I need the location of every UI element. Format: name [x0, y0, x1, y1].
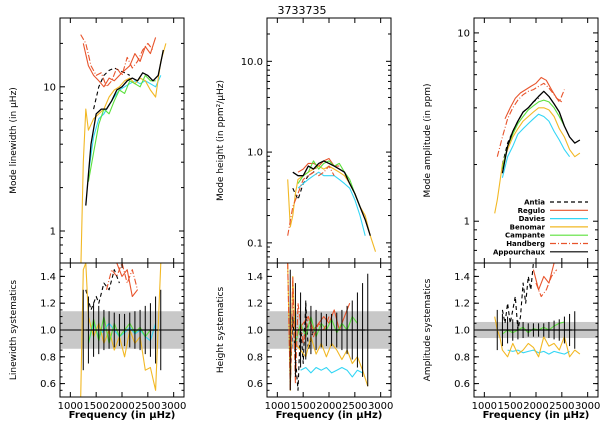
x-axis-label: Frequency (in μHz) — [69, 410, 176, 421]
legend-label-benomar: Benomar — [510, 223, 546, 231]
series-campante — [501, 99, 565, 169]
series-appourchaux — [501, 90, 581, 174]
y-tick-label: 1.4 — [247, 272, 263, 283]
x-tick-label: 2000 — [109, 401, 134, 412]
x-axis-label: Frequency (in μHz) — [276, 410, 383, 421]
y-tick-label: 1.2 — [454, 299, 470, 310]
y-tick-label: 10 — [43, 82, 56, 93]
y-axis-label: Linewidth systematics — [9, 280, 19, 380]
y-tick-label: 10.0 — [241, 57, 263, 68]
series-appourchaux — [292, 160, 371, 236]
plot-area — [80, 34, 167, 263]
series-antia — [501, 263, 534, 331]
legend-label-appourchaux: Appourchaux — [493, 248, 546, 256]
y-axis-label: Height systematics — [216, 287, 226, 374]
y-tick-label: 1.0 — [40, 326, 56, 337]
panel-top-middle: 0.1 1.0 10.0 Mode height (in ppm²/μHz) — [216, 17, 392, 264]
y-tick-label: 1.2 — [40, 299, 56, 310]
y-axis-label: Mode height (in ppm²/μHz) — [216, 80, 226, 201]
y-tick-label: 1 — [50, 227, 56, 238]
series-davies — [87, 75, 162, 174]
y-axis-label: Mode amplitude (in ppm) — [423, 83, 433, 197]
series-davies — [297, 171, 366, 236]
series-regulo — [82, 37, 157, 88]
y-tick-label: 1.2 — [247, 299, 263, 310]
plot-area — [287, 157, 377, 252]
y-tick-label: 1.4 — [40, 272, 56, 283]
x-tick-label: 2500 — [549, 401, 574, 412]
x-tick-label: 2500 — [135, 401, 160, 412]
panel-bottom-left: 0.6 0.8 1.0 1.2 1.4 1000 1500 2000 2500 3000Frequ… — [9, 262, 186, 421]
y-tick-label: 1.0 — [247, 326, 263, 337]
series-handberg — [287, 263, 330, 391]
series-antia — [292, 163, 320, 201]
plot-area — [494, 76, 581, 214]
x-tick-label: 2000 — [523, 401, 548, 412]
series-benomar — [80, 43, 167, 263]
x-tick-label: 1000 — [58, 401, 83, 412]
series-handberg — [287, 165, 335, 236]
series-campante — [297, 160, 361, 207]
y-axis-label: Amplitude systematics — [423, 278, 433, 381]
panel-frame — [266, 17, 392, 264]
y-tick-label: 0.6 — [247, 379, 263, 390]
figure-title: 3733735 — [278, 4, 327, 17]
x-tick-label: 2500 — [342, 401, 367, 412]
series-davies — [300, 366, 363, 378]
panel-bottom-right: 0.6 0.8 1.0 1.2 1.4 1000 1500 2000 2500 3000Frequ… — [423, 262, 600, 421]
x-tick-label: 1500 — [83, 401, 108, 412]
y-tick-label: 1 — [464, 217, 470, 228]
y-tick-label: 0.8 — [247, 352, 263, 363]
panel-top-left: 1 10 Mode linewidth (in μHz) — [9, 17, 185, 264]
y-tick-label: 10 — [457, 28, 470, 39]
y-tick-label: 1.0 — [454, 326, 470, 337]
series-regulo — [504, 76, 563, 120]
series-davies — [501, 113, 571, 178]
series-handberg — [496, 82, 565, 157]
plot-area — [267, 263, 391, 391]
series-antia — [85, 269, 120, 311]
panels: 1 10 Mode linewidth (in μHz) 0.1 1.0 10.0 Mode… — [9, 17, 600, 421]
legend: AntiaReguloDaviesBenomarCampanteHandberg… — [493, 199, 588, 256]
x-tick-label: 1000 — [265, 401, 290, 412]
panel-frame — [59, 17, 185, 264]
x-tick-label: 3000 — [575, 401, 600, 412]
y-tick-label: 0.8 — [454, 352, 470, 363]
x-tick-label: 3000 — [161, 401, 186, 412]
series-appourchaux — [85, 49, 164, 206]
x-tick-label: 3000 — [368, 401, 393, 412]
panel-bottom-middle: 0.6 0.8 1.0 1.2 1.4 1000 1500 2000 2500 3000Frequ… — [216, 262, 393, 421]
panel-top-right: 1 10 Mode amplitude (in ppm) — [423, 17, 599, 264]
x-axis-label: Frequency (in μHz) — [483, 410, 590, 421]
series-handberg — [105, 263, 139, 290]
series-regulo — [116, 263, 138, 298]
legend-label-regulo: Regulo — [518, 207, 546, 215]
y-tick-label: 0.1 — [247, 238, 263, 249]
series-davies — [507, 349, 570, 355]
y-tick-label: 1.4 — [454, 272, 470, 283]
series-handberg — [80, 34, 154, 88]
plot-area — [60, 263, 184, 397]
x-tick-label: 1500 — [497, 401, 522, 412]
y-tick-label: 1.0 — [247, 148, 263, 159]
plot-area — [474, 263, 598, 358]
y-tick-label: 0.8 — [40, 352, 56, 363]
x-tick-label: 2000 — [316, 401, 341, 412]
legend-label-handberg: Handberg — [506, 240, 545, 248]
y-axis-label: Mode linewidth (in μHz) — [9, 87, 19, 194]
legend-label-antia: Antia — [524, 199, 545, 207]
series-regulo — [532, 263, 555, 291]
x-tick-label: 1000 — [472, 401, 497, 412]
x-tick-label: 1500 — [290, 401, 315, 412]
series-antia — [93, 67, 131, 110]
legend-label-davies: Davies — [519, 215, 545, 223]
y-tick-label: 0.6 — [40, 379, 56, 390]
series-handberg — [535, 269, 558, 298]
legend-label-campante: Campante — [505, 232, 545, 240]
y-tick-label: 0.6 — [454, 379, 470, 390]
series-campante — [87, 74, 156, 182]
